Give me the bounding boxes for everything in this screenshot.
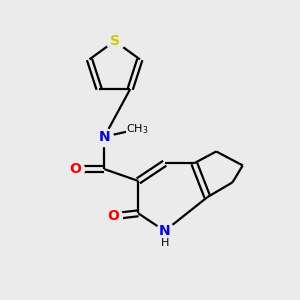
Text: CH$_3$: CH$_3$ bbox=[125, 122, 148, 136]
Text: H: H bbox=[160, 238, 169, 248]
Text: N: N bbox=[159, 224, 170, 238]
Text: N: N bbox=[98, 130, 110, 144]
Text: O: O bbox=[69, 162, 81, 176]
Text: O: O bbox=[107, 209, 119, 223]
Text: S: S bbox=[110, 34, 120, 48]
